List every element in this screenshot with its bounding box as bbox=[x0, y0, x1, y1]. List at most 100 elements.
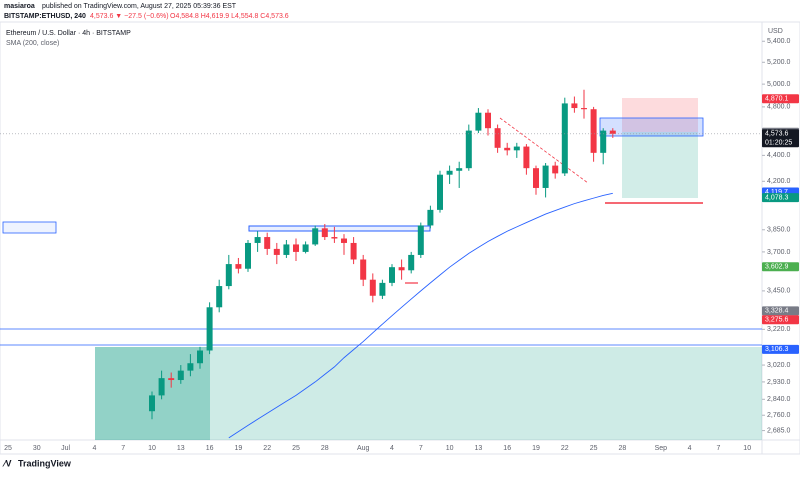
candle-body bbox=[158, 378, 165, 396]
x-tick-label: 28 bbox=[619, 445, 627, 452]
chart-title: Ethereum / U.S. Dollar · 4h · BITSTAMP bbox=[6, 30, 131, 37]
candle-body bbox=[216, 286, 223, 308]
indicator-name: SMA (200, close) bbox=[6, 40, 59, 47]
price-label: 3,106.3 bbox=[765, 346, 788, 353]
y-tick-label: 3,850.0 bbox=[767, 227, 790, 234]
candle-body bbox=[389, 267, 395, 283]
author: masiaroa bbox=[4, 3, 35, 10]
candle-body bbox=[235, 264, 242, 269]
candle-body bbox=[254, 237, 261, 243]
candle-body bbox=[168, 378, 175, 381]
y-tick-label: 3,450.0 bbox=[767, 288, 790, 295]
candle-body bbox=[465, 130, 472, 169]
sma-line bbox=[228, 192, 613, 439]
candle-body bbox=[302, 244, 309, 252]
x-tick-label: Aug bbox=[357, 445, 370, 452]
price-label-box bbox=[762, 315, 799, 325]
x-tick-label: 22 bbox=[561, 445, 569, 452]
y-tick-label: 4,800.0 bbox=[767, 104, 790, 111]
x-tick-label: 7 bbox=[716, 445, 720, 452]
candle-body bbox=[456, 168, 463, 171]
price-label-box bbox=[762, 306, 799, 316]
candle-body bbox=[600, 130, 607, 153]
stop-zone bbox=[622, 98, 698, 132]
price-label-box bbox=[762, 94, 799, 104]
candle-body bbox=[360, 259, 367, 280]
candle-body bbox=[341, 238, 347, 243]
candle-body bbox=[206, 307, 213, 351]
candle-body bbox=[417, 225, 424, 255]
candle-body bbox=[293, 244, 299, 252]
candle-body bbox=[485, 112, 491, 129]
x-tick-label: 10 bbox=[148, 445, 156, 452]
candle-body bbox=[369, 279, 376, 296]
price-label-box bbox=[762, 262, 799, 272]
price-label: 4,573.6 bbox=[765, 131, 788, 138]
candle-body bbox=[379, 282, 386, 296]
candle-body bbox=[609, 130, 616, 134]
countdown: 01:20:25 bbox=[765, 140, 792, 147]
demand-zone bbox=[95, 347, 762, 440]
candle-body bbox=[494, 128, 501, 148]
price-label: 4,870.1 bbox=[765, 96, 788, 103]
frame bbox=[0, 21, 800, 455]
y-tick-label: 2,685.0 bbox=[767, 427, 790, 434]
candle-body bbox=[264, 237, 271, 249]
y-tick-label: 3,700.0 bbox=[767, 249, 790, 256]
price-label-box bbox=[762, 344, 799, 354]
x-tick-label: 10 bbox=[743, 445, 751, 452]
x-tick-label: 4 bbox=[390, 445, 394, 452]
x-tick-label: Jul bbox=[61, 445, 70, 452]
brand-logo: ⁄V bbox=[2, 458, 12, 468]
price-label-box bbox=[762, 129, 799, 148]
candle-body bbox=[561, 103, 568, 174]
candle-body bbox=[571, 103, 578, 109]
x-tick-label: 22 bbox=[263, 445, 271, 452]
y-tick-label: 2,840.0 bbox=[767, 396, 790, 403]
candle-body bbox=[312, 228, 319, 245]
price-label: 3,275.6 bbox=[765, 317, 788, 324]
price-label: 3,602.9 bbox=[765, 264, 788, 271]
y-tick-label: 4,400.0 bbox=[767, 152, 790, 159]
candle-body bbox=[581, 108, 587, 110]
price-label-box bbox=[762, 193, 799, 203]
candle-body bbox=[504, 147, 511, 151]
range-box bbox=[2, 221, 57, 234]
candle-body bbox=[523, 146, 530, 169]
target-zone bbox=[622, 132, 698, 198]
ohlc: O4,584.8 H4,619.9 L4,554.8 C4,573.6 bbox=[170, 13, 289, 20]
candle-body bbox=[225, 264, 232, 287]
candle-body bbox=[197, 350, 203, 364]
y-tick-label: 3,220.0 bbox=[767, 326, 790, 333]
candle-body bbox=[283, 244, 290, 255]
candle-body bbox=[321, 228, 328, 238]
x-tick-label: 25 bbox=[292, 445, 300, 452]
y-tick-label: 4,200.0 bbox=[767, 178, 790, 185]
candle-body bbox=[350, 242, 357, 260]
candle-body bbox=[533, 168, 539, 188]
candle-body bbox=[542, 165, 549, 188]
x-tick-label: 28 bbox=[321, 445, 329, 452]
x-tick-label: 19 bbox=[235, 445, 243, 452]
candle-body bbox=[475, 112, 482, 131]
y-tick-label: 3,020.0 bbox=[767, 362, 790, 369]
candle-body bbox=[177, 370, 184, 381]
y-tick-label: 2,760.0 bbox=[767, 412, 790, 419]
x-tick-label: 30 bbox=[33, 445, 41, 452]
candle-body bbox=[273, 248, 280, 255]
x-tick-label: 16 bbox=[206, 445, 214, 452]
candle-body bbox=[446, 170, 453, 175]
y-tick-label: 5,000.0 bbox=[767, 81, 790, 88]
symbol: BITSTAMP:ETHUSD, 240 bbox=[4, 13, 86, 20]
candle-body bbox=[427, 209, 434, 226]
candle-body bbox=[331, 237, 338, 239]
price-label: 4,119.7 bbox=[765, 189, 788, 196]
candle-body bbox=[552, 165, 559, 174]
x-tick-label: 7 bbox=[419, 445, 423, 452]
entry-box bbox=[599, 117, 704, 137]
axis-unit: USD bbox=[768, 28, 783, 35]
candle-body bbox=[398, 267, 405, 271]
candle-body bbox=[149, 395, 155, 412]
